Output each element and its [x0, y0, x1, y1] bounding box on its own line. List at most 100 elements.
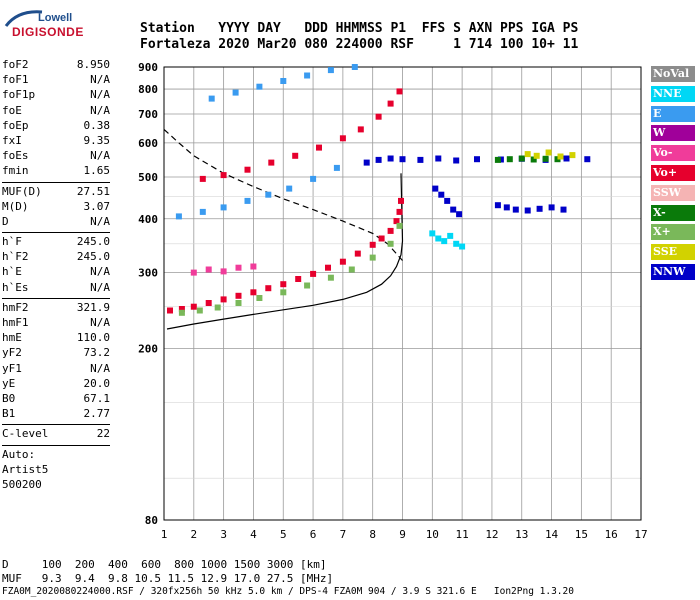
- data-point: [205, 266, 212, 273]
- param-row-hme: hmE 110.0: [2, 331, 110, 346]
- data-point: [354, 250, 361, 257]
- data-point: [327, 67, 334, 74]
- data-point: [444, 197, 451, 204]
- param-name: D: [2, 214, 9, 228]
- data-point: [398, 197, 404, 204]
- param-value: N/A: [90, 103, 110, 117]
- data-point: [542, 155, 549, 162]
- param-name: MUF(D): [2, 184, 42, 198]
- param-value: N/A: [90, 88, 110, 102]
- x-tick-label: 17: [634, 528, 647, 541]
- data-point: [569, 152, 576, 159]
- data-point: [265, 285, 272, 292]
- param-value: 321.9: [76, 300, 110, 314]
- param-row-md: M(D) 3.07: [2, 200, 110, 215]
- param-row-hmf1: hmF1 N/A: [2, 316, 110, 331]
- data-point: [310, 175, 317, 182]
- data-point: [524, 151, 531, 158]
- data-point: [190, 269, 197, 276]
- x-tick-label: 2: [191, 528, 198, 541]
- legend-entry-noval: NoVal: [651, 66, 695, 82]
- data-point: [474, 156, 480, 163]
- data-point: [545, 149, 552, 156]
- data-point: [316, 144, 322, 151]
- param-value: N/A: [90, 280, 110, 294]
- param-value: N/A: [90, 316, 110, 329]
- x-tick-label: 8: [369, 528, 376, 541]
- data-point: [295, 276, 302, 282]
- param-row-hf2: h`F2 245.0: [2, 250, 110, 265]
- legend-entry-x: X+: [651, 224, 695, 241]
- digisonde-logo: [4, 8, 74, 42]
- param-separator: [2, 181, 110, 183]
- x-tick-label: 13: [515, 528, 528, 541]
- param-value: 22: [96, 427, 110, 441]
- legend-entry-vo: Vo+: [651, 164, 695, 181]
- param-name: foEp: [2, 118, 29, 132]
- data-point: [292, 152, 299, 159]
- param-name: yF1: [2, 361, 22, 375]
- data-point: [447, 232, 454, 239]
- param-value: 3.07: [83, 199, 111, 213]
- param-row-b0: B0 67.1: [2, 392, 110, 407]
- data-point: [244, 166, 251, 173]
- x-tick-label: 10: [426, 528, 439, 541]
- data-point: [256, 83, 263, 90]
- data-point: [417, 156, 424, 163]
- logo-digisonde-text: DIGISONDE: [12, 25, 84, 39]
- data-point: [369, 254, 376, 261]
- muf-row: MUF 9.3 9.4 9.8 10.5 11.5 12.9 17.0 27.5…: [2, 572, 334, 585]
- param-name: B0: [2, 391, 16, 405]
- data-point: [396, 88, 403, 95]
- param-value: N/A: [90, 361, 110, 375]
- logo-swoosh-icon: [4, 10, 43, 27]
- param-name: hmF1: [2, 316, 29, 329]
- data-point: [453, 240, 460, 247]
- data-point: [456, 211, 463, 218]
- x-tick-label: 14: [545, 528, 559, 541]
- data-point: [220, 296, 227, 303]
- param-value: 245.0: [76, 250, 110, 264]
- param-value: 27.51: [76, 184, 110, 198]
- data-point: [357, 126, 364, 133]
- param-separator: [2, 444, 110, 446]
- param-value: N/A: [90, 265, 110, 279]
- param-value: 2.77: [83, 407, 111, 421]
- data-point: [205, 300, 212, 306]
- data-point: [441, 238, 448, 245]
- y-tick-label: 400: [138, 213, 158, 226]
- data-point: [178, 306, 185, 312]
- data-point: [280, 78, 287, 84]
- y-tick-label: 900: [138, 61, 158, 74]
- param-row-foep: foEp 0.38: [2, 119, 110, 134]
- data-point: [304, 72, 311, 79]
- x-tick-label: 6: [310, 528, 317, 541]
- polarization-legend: NoVal NNE E W Vo- Vo+ SSW X- X+ SSE NNW: [651, 66, 695, 284]
- param-value: 0.38: [83, 118, 111, 132]
- legend-entry-e: E: [651, 105, 695, 122]
- param-name: h`E: [2, 265, 22, 279]
- data-point: [235, 264, 242, 271]
- data-point: [450, 206, 457, 213]
- data-point: [178, 309, 185, 316]
- station-header-values: Fortaleza 2020 Mar20 080 224000 RSF 1 71…: [140, 37, 579, 52]
- data-point: [560, 206, 567, 213]
- data-point: [339, 258, 346, 265]
- param-value: N/A: [90, 73, 110, 87]
- param-row-b1: B1 2.77: [2, 407, 110, 422]
- data-point: [310, 270, 317, 277]
- param-name: C-level: [2, 427, 49, 441]
- data-point: [220, 204, 227, 211]
- data-point: [196, 307, 203, 314]
- param-name: fmin: [2, 164, 29, 178]
- data-point: [453, 157, 460, 164]
- data-point: [244, 197, 251, 204]
- data-point: [375, 113, 382, 120]
- x-tick-label: 7: [340, 528, 347, 541]
- data-point: [235, 300, 242, 306]
- param-name: yF2: [2, 346, 22, 360]
- param-name: hmE: [2, 331, 22, 345]
- param-row-fof1p: foF1p N/A: [2, 88, 110, 103]
- data-point: [190, 303, 197, 310]
- x-tick-label: 15: [575, 528, 588, 541]
